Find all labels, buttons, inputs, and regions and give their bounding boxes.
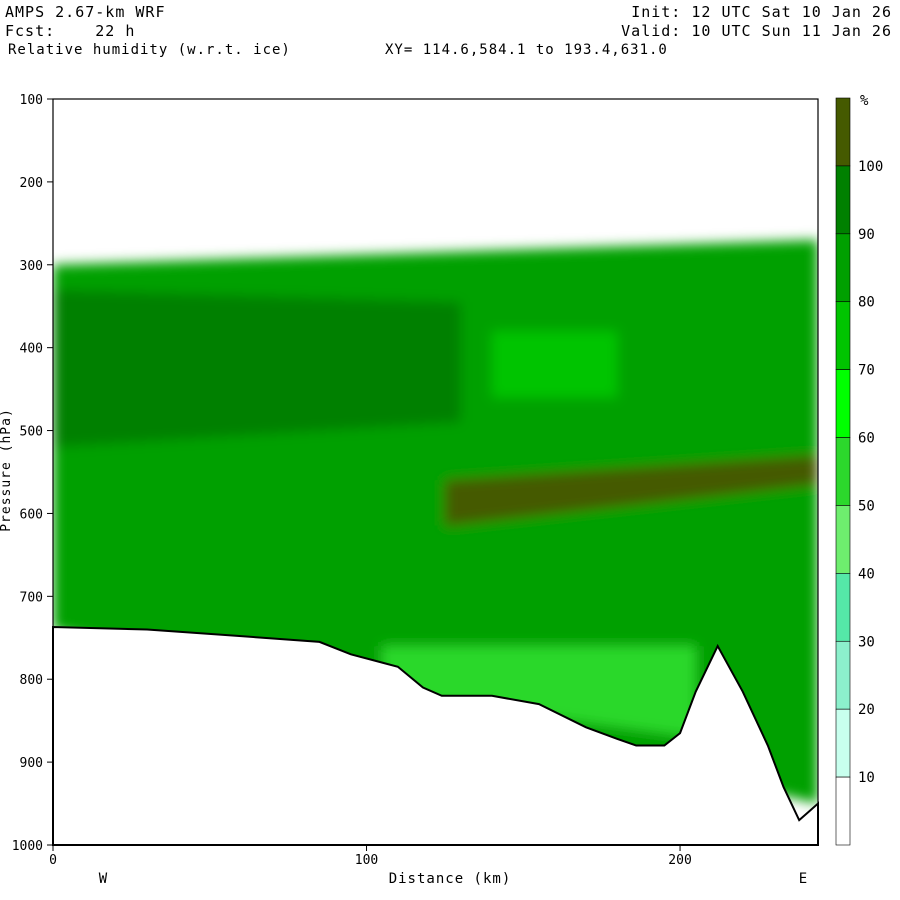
colorbar-band [835,301,851,370]
colorbar-band [835,97,851,167]
x-tick-label: 200 [668,853,691,868]
colorbar-band [835,640,851,710]
terrain-surface [52,625,819,846]
y-tick-label: 300 [20,259,43,274]
colorbar-label: 70 [858,363,875,379]
humidity-region-2 [53,289,461,448]
x-axis: 0 100 200 [49,845,692,868]
humidity-region-4 [382,646,696,738]
y-tick-label: 100 [20,93,43,108]
x-tick-label: 0 [49,853,57,868]
humidity-region-5 [491,331,618,398]
colorbar-band [835,437,851,506]
x-tick-label: 100 [355,853,378,868]
y-tick-label: 600 [20,507,43,522]
humidity-region-3 [444,455,818,526]
colorbar-band [835,708,851,778]
colorbar-label: 50 [858,498,875,514]
valid-time: Valid: 10 UTC Sun 11 Jan 26 [621,22,892,40]
colorbar-label: 100 [858,159,883,175]
colorbar-label: 10 [858,770,875,786]
cross-section-coords: XY= 114.6,584.1 to 193.4,631.0 [385,42,668,58]
colorbar: 100 90 80 70 60 50 40 30 20 10 [835,97,883,846]
y-tick-label: 500 [20,425,43,440]
colorbar-label: 60 [858,431,875,447]
colorbar-unit: % [860,93,869,109]
y-tick-label: 1000 [12,839,43,854]
init-time: Init: 12 UTC Sat 10 Jan 26 [631,3,892,21]
colorbar-label: 80 [858,295,875,311]
colorbar-label: 90 [858,227,875,243]
x-axis-label: Distance (km) [389,871,512,887]
colorbar-band [835,776,851,846]
colorbar-band [835,573,851,642]
y-tick-label: 800 [20,673,43,688]
west-label: W [99,871,108,887]
field-title: Relative humidity (w.r.t. ice) [8,42,291,58]
colorbar-label: 20 [858,702,875,718]
y-axis-label: Pressure (hPa) [0,408,14,532]
model-title: AMPS 2.67-km WRF [5,3,166,21]
y-tick-label: 900 [20,756,43,771]
colorbar-band [835,505,851,574]
y-tick-label: 400 [20,342,43,357]
forecast-hour: Fcst: 22 h [5,22,136,40]
colorbar-label: 30 [858,634,875,650]
colorbar-label: 40 [858,566,875,582]
y-axis: 100 200 300 400 500 600 700 800 900 1000 [12,93,53,854]
y-tick-label: 700 [20,590,43,605]
y-tick-label: 200 [20,176,43,191]
east-label: E [799,871,807,887]
colorbar-band [835,165,851,235]
colorbar-band [835,369,851,438]
plot-frame [52,98,819,846]
colorbar-band [835,233,851,303]
